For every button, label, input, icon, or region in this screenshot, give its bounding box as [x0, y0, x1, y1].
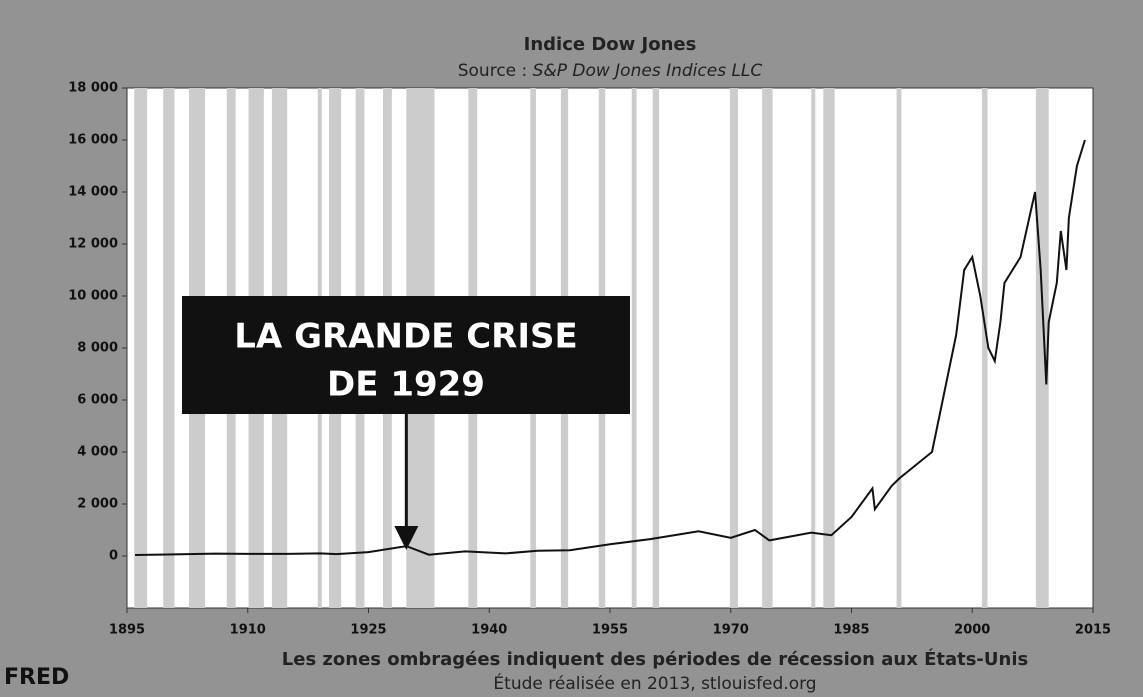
- chart-title: Indice Dow Jones: [524, 34, 697, 55]
- source-line: Source : S&P Dow Jones Indices LLC: [458, 61, 763, 81]
- recession-band: [631, 88, 637, 608]
- recession-band: [652, 88, 660, 608]
- annotation-text: DE 1929: [327, 365, 485, 405]
- y-tick-label: 2 000: [77, 497, 118, 512]
- y-tick-label: 0: [109, 549, 118, 564]
- x-tick-label: 2000: [954, 623, 990, 638]
- y-tick-label: 14 000: [68, 185, 118, 200]
- x-tick-label: 1955: [592, 623, 628, 638]
- recession-band: [811, 88, 816, 608]
- recession-band: [762, 88, 773, 608]
- recession-band: [729, 88, 738, 608]
- y-tick-label: 10 000: [68, 289, 118, 304]
- y-tick-label: 6 000: [77, 393, 118, 408]
- x-tick-label: 1925: [350, 623, 386, 638]
- y-tick-label: 18 000: [68, 81, 118, 96]
- footnote: Les zones ombragées indiquent des périod…: [282, 648, 1028, 670]
- annotation-text: LA GRANDE CRISE: [234, 317, 577, 357]
- y-tick-label: 8 000: [77, 341, 118, 356]
- x-tick-label: 1970: [713, 623, 749, 638]
- annotation-arrowhead: [394, 526, 419, 550]
- source: S&P Dow Jones Indices LLC: [533, 61, 763, 81]
- x-tick-label: 1895: [109, 623, 145, 638]
- recession-band: [1035, 88, 1049, 608]
- y-tick-label: 12 000: [68, 237, 118, 252]
- recession-band: [981, 88, 988, 608]
- y-tick-label: 4 000: [77, 445, 118, 460]
- source-label: Source :: [458, 61, 528, 81]
- x-tick-label: 2015: [1075, 623, 1111, 638]
- x-tick-label: 1940: [471, 623, 507, 638]
- credit: Étude réalisée en 2013, stlouisfed.org: [493, 672, 816, 693]
- x-tick-label: 1985: [833, 623, 869, 638]
- recession-band: [896, 88, 902, 608]
- recession-band: [163, 88, 175, 608]
- recession-band: [134, 88, 148, 608]
- recession-band: [823, 88, 835, 608]
- logo: FRED: [4, 665, 69, 690]
- line-series: [135, 139, 1086, 556]
- x-tick-label: 1910: [230, 623, 266, 638]
- y-tick-label: 16 000: [68, 133, 118, 148]
- annotation-box: [182, 296, 630, 414]
